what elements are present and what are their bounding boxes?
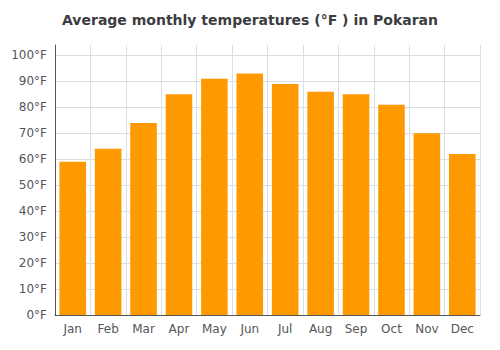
svg-text:30°F: 30°F bbox=[19, 230, 47, 244]
svg-text:Oct: Oct bbox=[381, 322, 402, 336]
svg-text:Jun: Jun bbox=[239, 322, 259, 336]
svg-text:0°F: 0°F bbox=[26, 308, 47, 322]
svg-text:50°F: 50°F bbox=[19, 178, 47, 192]
svg-text:Aug: Aug bbox=[309, 322, 332, 336]
svg-text:20°F: 20°F bbox=[19, 256, 47, 270]
svg-text:40°F: 40°F bbox=[19, 204, 47, 218]
svg-text:Dec: Dec bbox=[451, 322, 474, 336]
svg-text:Nov: Nov bbox=[415, 322, 438, 336]
svg-text:70°F: 70°F bbox=[19, 126, 47, 140]
svg-text:Sep: Sep bbox=[345, 322, 368, 336]
svg-text:60°F: 60°F bbox=[19, 152, 47, 166]
svg-text:100°F: 100°F bbox=[11, 48, 47, 62]
svg-text:Mar: Mar bbox=[132, 322, 155, 336]
svg-text:Jan: Jan bbox=[62, 322, 82, 336]
svg-text:90°F: 90°F bbox=[19, 74, 47, 88]
svg-text:10°F: 10°F bbox=[19, 282, 47, 296]
svg-text:Jul: Jul bbox=[277, 322, 292, 336]
svg-text:Feb: Feb bbox=[98, 322, 119, 336]
svg-text:80°F: 80°F bbox=[19, 100, 47, 114]
svg-text:Apr: Apr bbox=[169, 322, 190, 336]
svg-text:May: May bbox=[202, 322, 227, 336]
svg-text:Average monthly temperatures (: Average monthly temperatures (°F ) in Po… bbox=[62, 12, 438, 28]
